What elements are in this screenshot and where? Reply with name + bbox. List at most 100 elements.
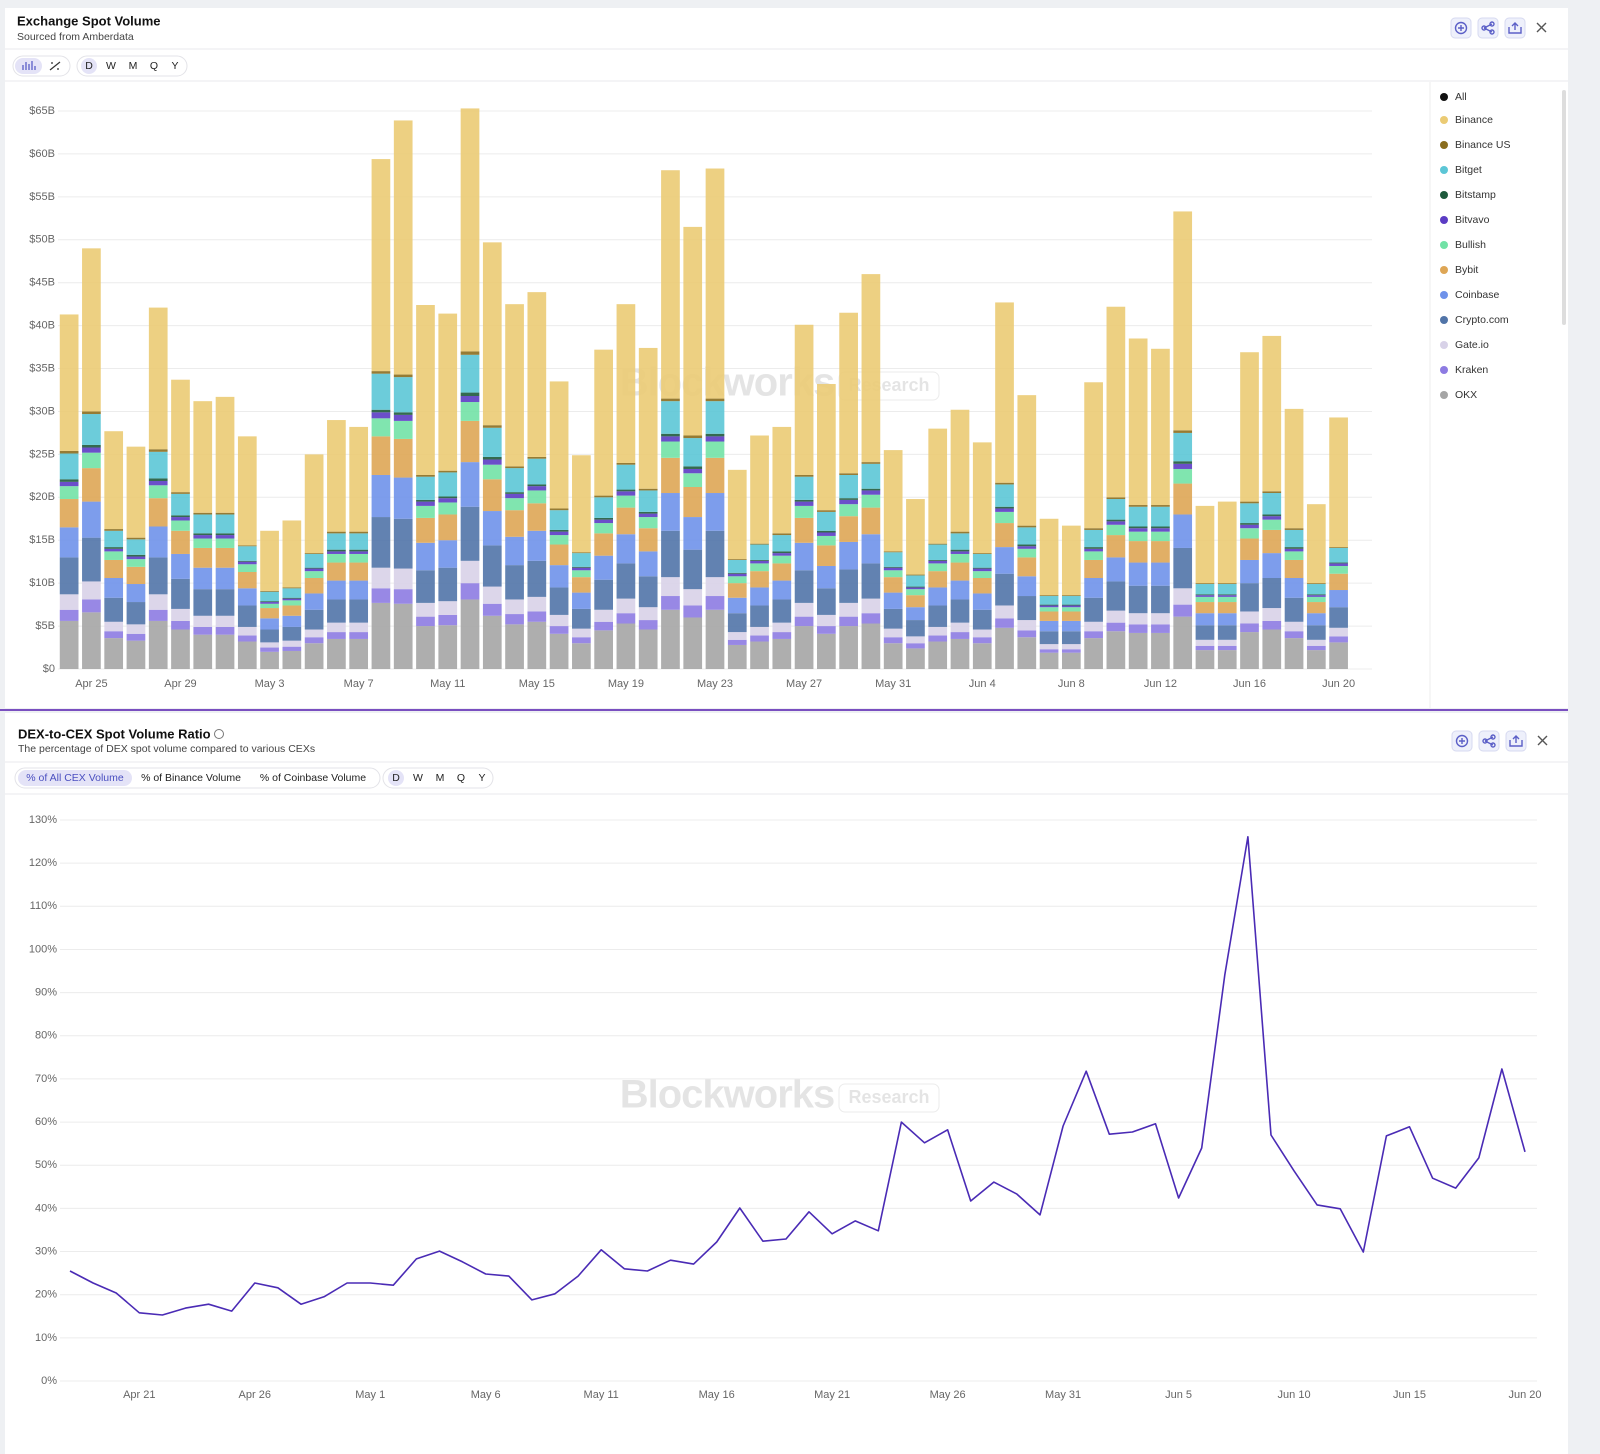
bar-segment xyxy=(727,632,747,640)
share-button[interactable] xyxy=(1477,17,1499,39)
tab-button[interactable]: % of Binance Volume xyxy=(141,772,241,784)
bar-segment xyxy=(839,312,858,474)
legend-label[interactable]: Crypto.com xyxy=(1455,314,1509,326)
legend-label[interactable]: Gate.io xyxy=(1455,339,1489,351)
bar-segment xyxy=(750,641,769,669)
bar-segment xyxy=(817,588,836,615)
period-button[interactable]: Y xyxy=(478,772,485,784)
legend-label[interactable]: Binance xyxy=(1455,114,1493,126)
legend-label[interactable]: Coinbase xyxy=(1455,289,1500,301)
legend-marker[interactable] xyxy=(1440,141,1448,149)
legend-marker[interactable] xyxy=(1440,291,1448,299)
legend-marker[interactable] xyxy=(1440,116,1448,124)
period-button[interactable]: W xyxy=(106,60,116,72)
legend-label[interactable]: Bybit xyxy=(1455,264,1478,276)
bar-segment xyxy=(839,541,858,570)
bar-segment xyxy=(772,553,792,556)
bar-segment xyxy=(1084,529,1103,548)
bar-segment xyxy=(460,396,480,403)
legend-label[interactable]: Bitget xyxy=(1455,164,1482,176)
bar-segment xyxy=(527,530,547,561)
legend-label[interactable]: All xyxy=(1455,91,1467,103)
bar-segment xyxy=(438,502,458,515)
period-button[interactable]: Q xyxy=(150,60,158,72)
legend-label[interactable]: Bitstamp xyxy=(1455,189,1496,201)
legend-label[interactable]: Kraken xyxy=(1455,364,1488,376)
bar-segment xyxy=(371,418,391,437)
legend-marker[interactable] xyxy=(1440,341,1448,349)
x-tick-label: Jun 8 xyxy=(1058,678,1085,690)
legend-label[interactable]: OKX xyxy=(1455,389,1477,401)
close-button[interactable] xyxy=(1537,735,1548,746)
bar-segment xyxy=(883,552,903,567)
bar-segment xyxy=(460,420,480,463)
bar-segment xyxy=(906,648,925,669)
legend-label[interactable]: Bitvavo xyxy=(1455,214,1490,226)
bar-segment xyxy=(1240,583,1259,612)
legend-marker[interactable] xyxy=(1440,191,1448,199)
bar-segment xyxy=(237,545,257,547)
legend-marker[interactable] xyxy=(1440,366,1448,374)
bar-segment xyxy=(505,565,524,600)
period-button[interactable]: D xyxy=(85,60,93,72)
bar-segment xyxy=(1217,596,1237,603)
bar-segment xyxy=(260,602,279,604)
bar-segment xyxy=(772,580,792,600)
bar-segment xyxy=(839,602,858,617)
bar-segment xyxy=(817,530,836,533)
bar-segment xyxy=(416,474,435,477)
percent-type-button[interactable] xyxy=(49,61,61,71)
share-button[interactable] xyxy=(1478,730,1500,752)
bar-segment xyxy=(616,491,636,496)
y-tick-label: $10B xyxy=(29,577,55,589)
close-button[interactable] xyxy=(1536,22,1547,33)
bar-segment xyxy=(1106,306,1126,498)
info-icon[interactable] xyxy=(214,729,224,739)
bar-segment xyxy=(260,618,279,630)
legend-label[interactable]: Binance US xyxy=(1455,139,1510,151)
legend-marker[interactable] xyxy=(1440,316,1448,324)
bar-segment xyxy=(438,496,458,499)
legend-marker[interactable] xyxy=(1440,216,1448,224)
bar-segment xyxy=(750,635,769,642)
period-button[interactable]: M xyxy=(129,60,138,72)
bar-segment xyxy=(839,569,858,603)
bar-segment xyxy=(594,533,613,556)
tab-button[interactable]: % of Coinbase Volume xyxy=(260,772,366,784)
bar-segment xyxy=(1039,631,1059,645)
bar-segment xyxy=(460,599,480,669)
bar-segment xyxy=(906,586,925,588)
bar-segment xyxy=(171,493,190,516)
x-tick-label: May 19 xyxy=(608,678,644,690)
bar-segment xyxy=(1017,548,1037,558)
bar-segment xyxy=(861,598,881,614)
tab-button[interactable]: % of All CEX Volume xyxy=(26,772,124,784)
bar-segment xyxy=(594,609,613,622)
bar-segment xyxy=(1306,584,1326,595)
bar-segment xyxy=(705,609,725,669)
bar-segment xyxy=(549,531,569,536)
tab-highlight xyxy=(18,770,132,786)
legend-marker[interactable] xyxy=(1440,391,1448,399)
period-button[interactable]: M xyxy=(436,772,445,784)
legend-marker[interactable] xyxy=(1440,266,1448,274)
period-button[interactable]: W xyxy=(413,772,423,784)
bar-segment xyxy=(638,513,658,518)
bar-segment xyxy=(995,573,1014,606)
bar-segment xyxy=(683,438,703,467)
bar-segment xyxy=(839,498,858,500)
bar-segment xyxy=(1262,629,1282,669)
bar-segment xyxy=(59,314,79,451)
period-button[interactable]: Q xyxy=(457,772,465,784)
bar-segment xyxy=(282,598,302,601)
legend-marker[interactable] xyxy=(1440,166,1448,174)
period-button[interactable]: Y xyxy=(171,60,178,72)
scrollbar[interactable] xyxy=(1562,90,1566,325)
bar-segment xyxy=(1039,518,1059,596)
legend-label[interactable]: Bullish xyxy=(1455,239,1486,251)
bar-segment xyxy=(126,633,146,641)
bar-segment xyxy=(215,533,235,536)
legend-marker[interactable] xyxy=(1440,241,1448,249)
legend-marker[interactable] xyxy=(1440,93,1448,101)
period-button[interactable]: D xyxy=(392,772,400,784)
